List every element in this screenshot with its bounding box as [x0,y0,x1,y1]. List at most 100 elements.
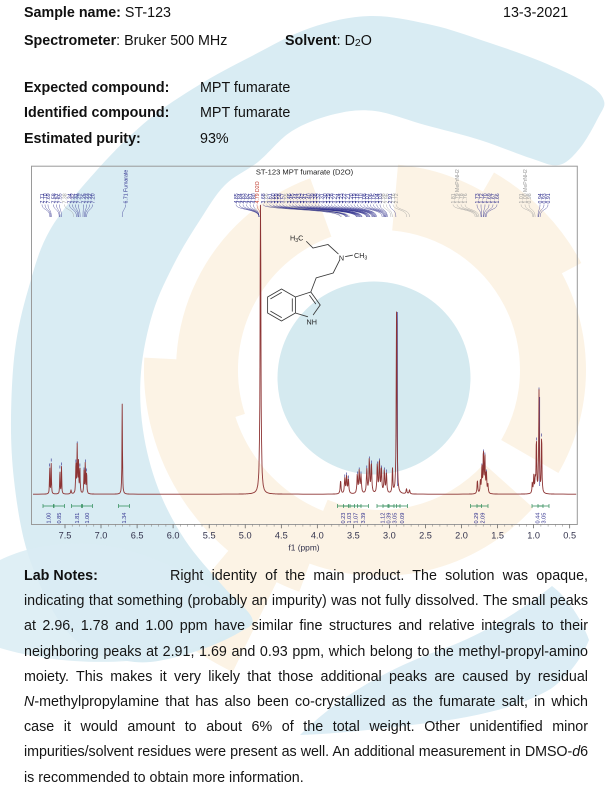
svg-text:3.42: 3.42 [300,193,306,203]
svg-text:0.29: 0.29 [474,513,480,524]
svg-text:3.59: 3.59 [274,193,280,203]
svg-text:1.00 MePrNH2: 1.00 MePrNH2 [523,169,529,203]
svg-text:3.05: 3.05 [542,513,548,524]
svg-text:3.57: 3.57 [281,193,287,203]
svg-text:3.04: 3.04 [375,193,381,203]
svg-text:ST-123 MPT fumarate (D2O): ST-123 MPT fumarate (D2O) [256,167,354,176]
svg-text:1.01: 1.01 [519,193,525,203]
svg-text:3.03: 3.03 [378,193,384,203]
svg-text:3.66: 3.66 [264,193,270,203]
svg-text:1.69: 1.69 [487,193,493,203]
svg-text:3.45: 3.45 [290,193,296,203]
svg-text:0.5: 0.5 [563,531,576,541]
svg-text:7.34: 7.34 [68,193,74,203]
svg-text:7.32: 7.32 [71,193,77,203]
svg-text:H3C: H3C [290,234,303,245]
svg-text:1.03: 1.03 [347,513,353,524]
svg-text:3.30: 3.30 [323,193,329,203]
svg-text:6.71 Fumarate: 6.71 Fumarate [124,170,130,204]
svg-text:7.38: 7.38 [63,193,69,203]
svg-text:3.46: 3.46 [287,193,293,203]
svg-text:2.98: 2.98 [381,193,387,203]
svg-text:1.07: 1.07 [354,513,360,524]
svg-text:1.73: 1.73 [475,193,481,203]
svg-text:1.5: 1.5 [491,531,504,541]
svg-text:3.60: 3.60 [271,193,277,203]
svg-text:6.5: 6.5 [131,531,144,541]
svg-text:5.0: 5.0 [239,531,252,541]
svg-text:7.0: 7.0 [95,531,108,541]
svg-text:4.79 D2O: 4.79 D2O [255,181,261,203]
svg-text:0.85: 0.85 [57,513,63,524]
svg-text:3.22: 3.22 [342,193,348,203]
svg-text:4.5: 4.5 [275,531,288,541]
svg-text:CH3: CH3 [354,251,367,262]
svg-text:7.57: 7.57 [55,193,61,203]
svg-text:2.09: 2.09 [481,513,487,524]
svg-text:2.0: 2.0 [455,531,468,541]
svg-text:f1 (ppm): f1 (ppm) [288,543,319,553]
svg-text:4.81: 4.81 [248,193,254,203]
svg-text:7.22: 7.22 [88,193,94,203]
svg-text:6.0: 6.0 [167,531,180,541]
svg-text:0.09: 0.09 [400,513,406,524]
svg-text:0.39: 0.39 [387,513,393,524]
svg-text:1.81: 1.81 [75,513,81,524]
svg-text:3.0: 3.0 [383,531,396,541]
svg-text:3.39: 3.39 [310,193,316,203]
svg-text:0.44: 0.44 [536,513,542,524]
svg-text:2.96: 2.96 [385,193,391,203]
svg-text:3.10: 3.10 [359,193,365,203]
svg-text:0.93: 0.93 [542,193,548,203]
svg-text:4.84: 4.84 [238,193,244,203]
svg-text:0.98: 0.98 [527,193,533,203]
svg-text:3.05: 3.05 [393,513,399,524]
svg-text:1.34: 1.34 [122,513,128,524]
svg-text:7.29: 7.29 [77,193,83,203]
svg-text:1.12: 1.12 [381,513,387,524]
svg-text:2.5: 2.5 [419,531,432,541]
svg-text:7.20: 7.20 [91,193,97,203]
svg-text:3.06: 3.06 [368,193,374,203]
svg-text:1.76: 1.76 [463,193,469,203]
svg-text:3.55: 3.55 [284,193,290,203]
svg-text:3.24: 3.24 [336,193,342,203]
svg-text:3.23: 3.23 [339,193,345,203]
svg-text:3.61: 3.61 [268,193,274,203]
svg-text:3.18: 3.18 [355,193,361,203]
svg-text:3.28: 3.28 [329,193,335,203]
svg-text:7.55: 7.55 [58,193,64,203]
svg-text:1.70: 1.70 [483,193,489,203]
svg-text:3.07: 3.07 [365,193,371,203]
svg-text:7.70: 7.70 [43,193,49,203]
svg-text:3.31: 3.31 [320,193,326,203]
svg-text:2.76: 2.76 [391,193,397,203]
svg-text:4.0: 4.0 [311,531,324,541]
svg-text:3.68: 3.68 [261,193,267,203]
svg-text:3.05: 3.05 [372,193,378,203]
svg-text:3.27: 3.27 [333,193,339,203]
svg-text:3.5: 3.5 [347,531,360,541]
svg-text:3.32: 3.32 [316,193,322,203]
svg-text:4.83: 4.83 [241,193,247,203]
svg-text:7.23: 7.23 [85,193,91,203]
svg-text:3.44: 3.44 [294,193,300,203]
svg-text:4.80: 4.80 [252,193,258,203]
svg-text:5.5: 5.5 [203,531,216,541]
svg-text:3.21: 3.21 [346,193,352,203]
svg-text:1.67: 1.67 [491,193,497,203]
svg-text:2.91: 2.91 [388,193,394,203]
svg-text:3.19: 3.19 [352,193,358,203]
svg-text:3.39: 3.39 [361,513,367,524]
svg-text:2.72: 2.72 [394,193,400,203]
svg-text:4.82: 4.82 [245,193,251,203]
svg-text:7.69: 7.69 [46,193,52,203]
svg-text:N: N [339,253,344,262]
svg-text:1.79 MePrNH2: 1.79 MePrNH2 [455,169,461,203]
svg-text:0.94: 0.94 [538,193,544,203]
svg-text:1.0: 1.0 [527,531,540,541]
svg-text:0.91: 0.91 [546,193,552,203]
svg-text:1.00: 1.00 [85,513,91,524]
svg-text:7.58: 7.58 [52,193,58,203]
svg-text:1.66: 1.66 [495,193,501,203]
